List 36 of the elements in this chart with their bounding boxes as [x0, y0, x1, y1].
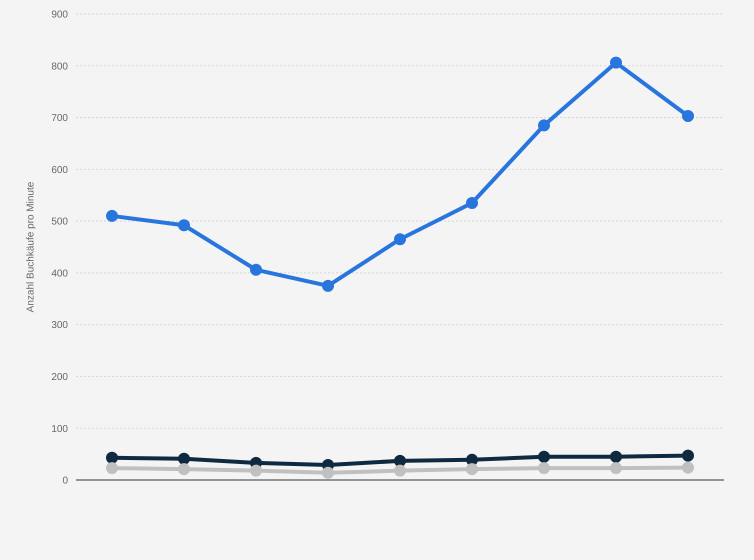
- point: [106, 462, 118, 474]
- point: [610, 462, 622, 474]
- point: [106, 210, 118, 222]
- point: [682, 450, 694, 462]
- point: [394, 233, 406, 246]
- y-tick-label: 900: [51, 10, 68, 21]
- point: [106, 452, 118, 464]
- y-tick-label: 700: [51, 113, 68, 124]
- y-axis-title: Anzahl Buchkäufe pro Minute: [26, 181, 37, 312]
- y-tick-label: 400: [51, 268, 68, 280]
- y-tick-label: 0: [62, 476, 68, 487]
- point: [466, 196, 478, 209]
- point: [538, 119, 550, 132]
- point: [394, 464, 406, 477]
- point: [250, 264, 262, 276]
- point: [682, 462, 694, 474]
- y-tick-label: 800: [51, 61, 68, 72]
- point: [610, 56, 622, 69]
- point: [178, 219, 190, 232]
- point: [394, 454, 406, 467]
- point: [538, 450, 550, 463]
- y-tick-label: 300: [51, 320, 68, 332]
- point: [466, 463, 478, 476]
- point: [610, 450, 622, 463]
- y-tick-label: 500: [51, 216, 68, 228]
- point: [322, 280, 334, 292]
- point: [250, 464, 262, 477]
- point: [178, 463, 190, 476]
- point: [178, 452, 190, 465]
- y-tick-label: 600: [51, 164, 68, 176]
- point: [682, 110, 694, 122]
- y-tick-label: 200: [51, 372, 68, 383]
- point: [538, 462, 550, 474]
- point: [322, 466, 334, 479]
- y-tick-label: 100: [51, 424, 68, 435]
- point: [466, 454, 478, 466]
